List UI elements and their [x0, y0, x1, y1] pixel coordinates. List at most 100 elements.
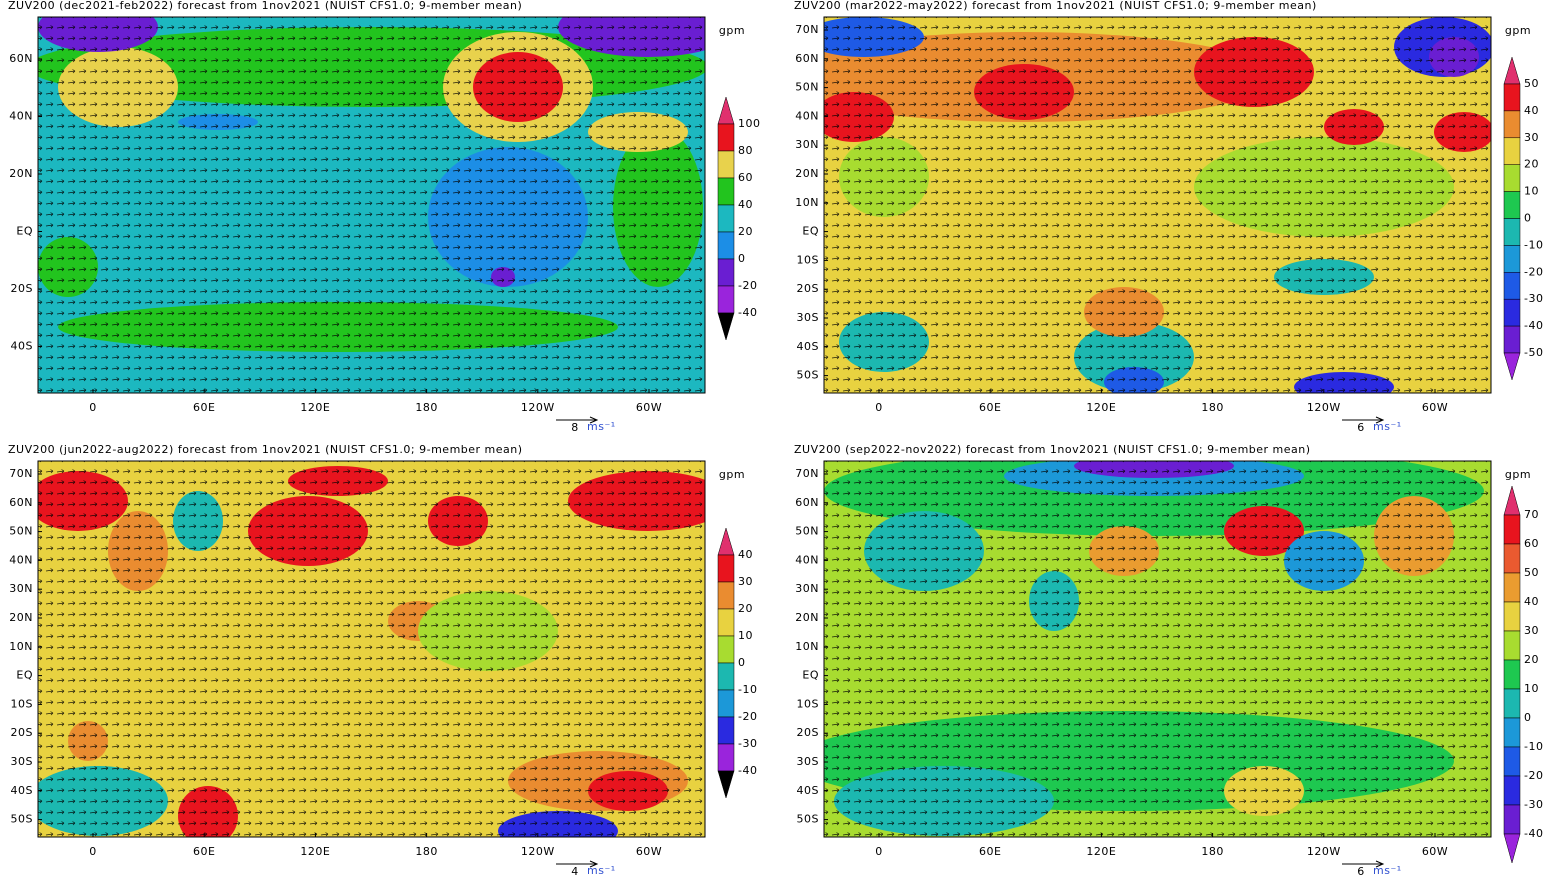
lon-label: 60E — [979, 845, 1001, 858]
ref-vector-head — [589, 416, 599, 424]
colorbar-segment — [717, 554, 735, 583]
colorbar-segment — [717, 743, 735, 772]
lat-label: EQ — [16, 225, 33, 238]
colorbar-segment — [1503, 572, 1521, 603]
lat-label: 30N — [795, 138, 819, 151]
lon-label: 120W — [1307, 845, 1341, 858]
colorbar-label: 50 — [1524, 77, 1539, 90]
colorbar-label: 60 — [738, 171, 753, 184]
panel-title: ZUV200 (sep2022-nov2022) forecast from 1… — [794, 443, 1311, 456]
colorbar-label: 0 — [738, 656, 746, 669]
ref-vector-unit: ms⁻¹ — [1373, 864, 1402, 877]
lat-label: 30S — [11, 755, 33, 768]
lat-label: 20S — [797, 282, 819, 295]
map — [38, 17, 705, 393]
colorbar-segment — [717, 662, 735, 691]
lat-label: 20S — [11, 282, 33, 295]
ref-vector-head — [1375, 860, 1385, 868]
ref-vector-head — [1375, 416, 1385, 424]
colorbar-label: 60 — [1524, 537, 1539, 550]
panel: ZUV200 (jun2022-aug2022) forecast from 1… — [8, 443, 757, 877]
lat-label: 60N — [9, 52, 33, 65]
colorbar-triangle — [717, 770, 735, 799]
lon-label: 180 — [1201, 401, 1224, 414]
colorbar-label: 70 — [1524, 508, 1539, 521]
lat-label: 30S — [797, 311, 819, 324]
colorbar-segment — [717, 689, 735, 718]
colorbar-segment — [717, 635, 735, 664]
colorbar-segment — [1503, 775, 1521, 806]
colorbar-segment — [1503, 659, 1521, 690]
colorbar-segment — [1503, 272, 1521, 300]
lat-label: 30N — [795, 582, 819, 595]
wind-vectors — [824, 17, 1491, 393]
lon-label: 60E — [979, 401, 1001, 414]
ref-vector-value: 8 — [571, 421, 579, 434]
colorbar-label: 0 — [1524, 711, 1532, 724]
colorbar-label: -20 — [738, 279, 757, 292]
colorbar-label: 30 — [1524, 624, 1539, 637]
lon-label: 0 — [89, 401, 97, 414]
lon-label: 0 — [875, 401, 883, 414]
colorbar-segment — [717, 581, 735, 610]
lon-label: 60W — [636, 845, 662, 858]
colorbar-label: 40 — [1524, 595, 1539, 608]
ref-vector-value: 4 — [571, 865, 579, 877]
colorbar-label: -10 — [738, 683, 757, 696]
unit-label: gpm — [719, 24, 745, 37]
colorbar-segment — [1503, 164, 1521, 192]
colorbar-label: -20 — [738, 710, 757, 723]
ref-vector-unit: ms⁻¹ — [1373, 420, 1402, 433]
lat-label: 50S — [797, 813, 819, 826]
lat-label: 20S — [11, 726, 33, 739]
lat-label: 20N — [9, 167, 33, 180]
colorbar-segment — [1503, 83, 1521, 112]
colorbar-segment — [1503, 688, 1521, 719]
lon-label: 120W — [1307, 401, 1341, 414]
colorbar-label: 40 — [1524, 104, 1539, 117]
lat-label: 10N — [9, 640, 33, 653]
lon-label: 0 — [875, 845, 883, 858]
unit-label: gpm — [1505, 468, 1531, 481]
lon-label: 120W — [521, 845, 555, 858]
colorbar-label: 50 — [1524, 566, 1539, 579]
lat-label: 10S — [11, 697, 33, 710]
colorbar-segment — [717, 716, 735, 745]
colorbar-label: 20 — [738, 602, 753, 615]
colorbar-segment — [1503, 191, 1521, 219]
colorbar-label: 40 — [738, 198, 753, 211]
colorbar-triangle — [1503, 352, 1521, 381]
lat-label: EQ — [802, 225, 819, 238]
colorbar-label: 20 — [1524, 158, 1539, 171]
lon-label: 60W — [1422, 845, 1448, 858]
colorbar-label: -40 — [738, 764, 757, 777]
lat-label: EQ — [802, 669, 819, 682]
colorbar-segment — [1503, 717, 1521, 748]
colorbar-label: -30 — [738, 737, 757, 750]
panel-title: ZUV200 (mar2022-may2022) forecast from 1… — [794, 0, 1317, 12]
lat-label: 40S — [11, 784, 33, 797]
lon-label: 180 — [1201, 845, 1224, 858]
colorbar-triangle — [1503, 833, 1521, 864]
lat-label: 60N — [9, 496, 33, 509]
colorbar-triangle — [717, 527, 735, 556]
map — [824, 461, 1491, 837]
colorbar-label: 0 — [1524, 212, 1532, 225]
lat-label: 60N — [795, 496, 819, 509]
colorbar-label: 10 — [1524, 185, 1539, 198]
lon-label: 60W — [1422, 401, 1448, 414]
colorbar-segment — [1503, 325, 1521, 354]
colorbar-segment — [717, 177, 735, 206]
lon-label: 60E — [193, 401, 215, 414]
colorbar-segment — [717, 258, 735, 287]
lat-label: 20N — [795, 611, 819, 624]
lat-label: 40N — [795, 109, 819, 122]
map-frame — [37, 460, 706, 838]
lat-label: 30N — [9, 582, 33, 595]
lat-label: 70N — [795, 467, 819, 480]
lon-label: 0 — [89, 845, 97, 858]
wind-vectors — [824, 461, 1491, 837]
unit-label: gpm — [719, 468, 745, 481]
lat-label: 20N — [9, 611, 33, 624]
